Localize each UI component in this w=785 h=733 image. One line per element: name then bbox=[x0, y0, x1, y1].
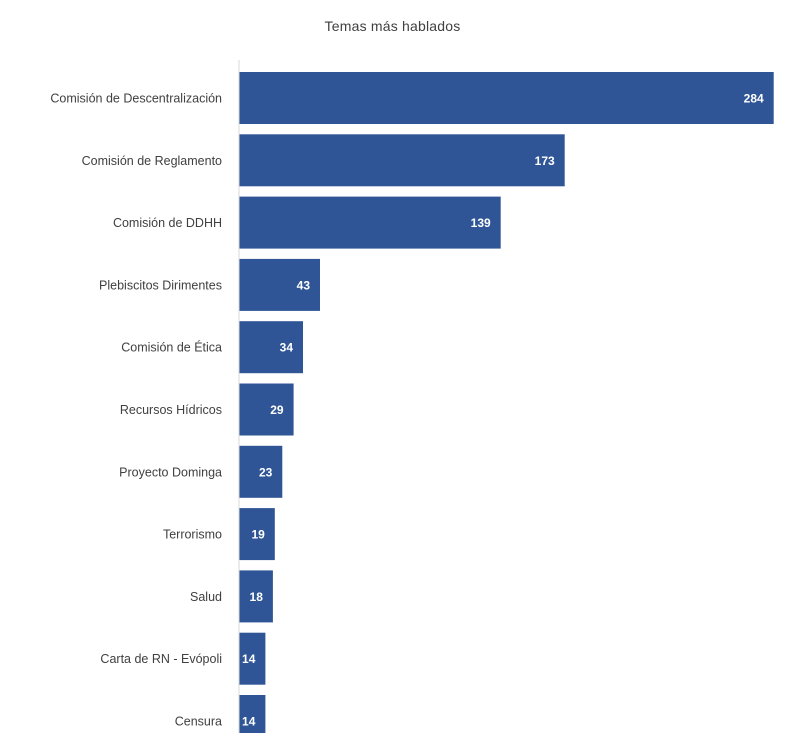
bar bbox=[239, 695, 266, 733]
bar bbox=[239, 321, 303, 374]
category-label: Salud bbox=[190, 590, 222, 604]
data-label: 173 bbox=[535, 154, 555, 168]
data-label: 139 bbox=[471, 216, 491, 230]
category-labels-layer: Comisión de Descentralización Comisión de… bbox=[50, 92, 222, 729]
bar bbox=[239, 445, 283, 498]
bar bbox=[239, 134, 565, 187]
data-label: 18 bbox=[250, 590, 264, 604]
category-label: Plebiscitos Dirimentes bbox=[99, 278, 222, 292]
bar bbox=[239, 72, 774, 124]
category-label: Comisión de Reglamento bbox=[82, 154, 222, 168]
category-label: Comisión de Ética bbox=[121, 340, 222, 355]
bar bbox=[239, 632, 266, 685]
bar bbox=[239, 383, 294, 436]
data-labels-layer: 284 173 139 43 34 29 23 19 18 14 14 bbox=[242, 92, 764, 729]
data-label: 14 bbox=[242, 715, 256, 729]
chart-title: Temas más hablados bbox=[324, 18, 461, 34]
data-label: 23 bbox=[259, 465, 273, 479]
bars-layer bbox=[239, 72, 774, 733]
data-label: 14 bbox=[242, 652, 256, 666]
category-label: Terrorismo bbox=[163, 528, 222, 542]
category-label: Comisión de DDHH bbox=[113, 216, 222, 230]
category-label: Comisión de Descentralización bbox=[50, 92, 222, 106]
bar bbox=[239, 196, 501, 249]
bar bbox=[239, 508, 275, 561]
data-label: 34 bbox=[280, 341, 294, 355]
data-label: 284 bbox=[744, 92, 764, 106]
data-label: 43 bbox=[297, 278, 311, 292]
data-label: 29 bbox=[270, 403, 284, 417]
category-label: Proyecto Dominga bbox=[119, 465, 222, 479]
data-label: 19 bbox=[251, 528, 265, 542]
bar bbox=[239, 570, 273, 623]
category-label: Recursos Hídricos bbox=[120, 403, 222, 417]
bar bbox=[239, 258, 320, 311]
category-label: Censura bbox=[175, 715, 222, 729]
category-label: Carta de RN - Evópoli bbox=[100, 652, 222, 666]
